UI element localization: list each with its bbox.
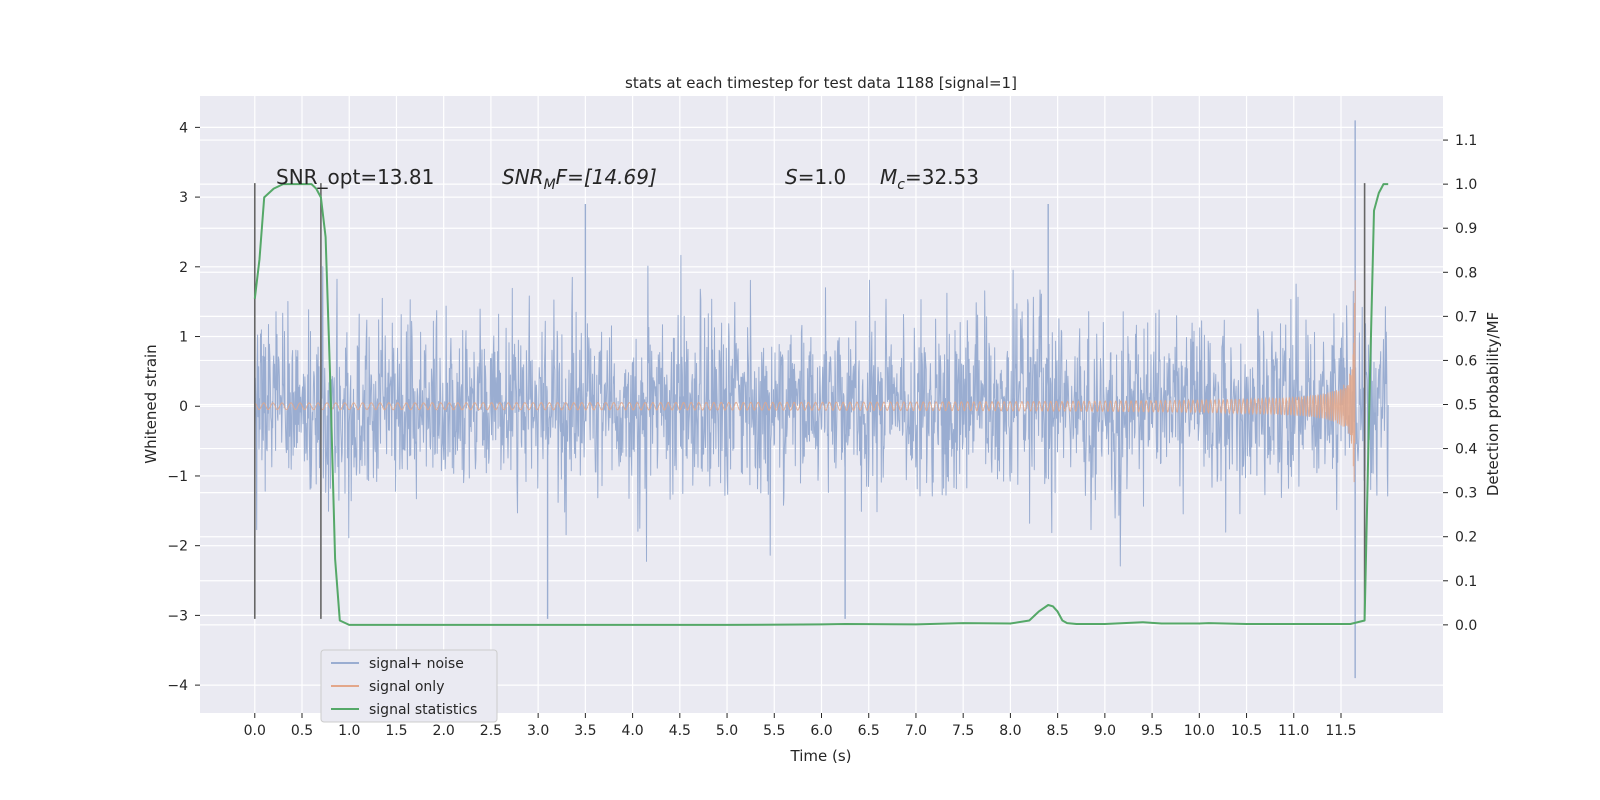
y2-tick-labels: 1.1 1.0 0.9 0.8 0.7 0.6 0.5 0.4 0.3 0.2 0.1 0.0 <box>1443 133 1477 634</box>
x-tick-label: 1.5 <box>385 723 407 739</box>
s-value: =1.0 <box>798 165 847 189</box>
x-tick-label: 0.5 <box>291 723 313 739</box>
y2-tick-label: 0.4 <box>1455 442 1477 458</box>
y2-tick-label: 0.6 <box>1455 353 1477 369</box>
y-tick-label: 0 <box>179 399 188 415</box>
chart-title: stats at each timestep for test data 118… <box>625 74 1017 92</box>
y-tick-label: 4 <box>179 120 188 136</box>
s-variable: S <box>785 165 798 189</box>
statistics-line <box>253 183 1389 626</box>
y-tick-label: −2 <box>167 539 188 555</box>
snr-mf-rest: F=[14.69] <box>556 165 657 189</box>
y-axis-label: Whitened strain <box>142 344 160 463</box>
x-tick-label: 9.5 <box>1141 723 1163 739</box>
y2-tick-label: 0.0 <box>1455 618 1477 634</box>
x-tick-label: 1.0 <box>338 723 360 739</box>
y-gridlines <box>200 126 1443 686</box>
legend-noise-label: signal+ noise <box>369 656 464 672</box>
noise-line <box>254 254 1389 567</box>
vertical-markers <box>253 183 1366 619</box>
y-tick-label: −1 <box>167 469 188 485</box>
y-tick-label: 3 <box>179 190 188 206</box>
x-tick-label: 9.0 <box>1094 723 1116 739</box>
y2-tick-label: 0.2 <box>1455 530 1477 546</box>
x-tick-label: 4.0 <box>621 723 643 739</box>
y2-tick-label: 1.1 <box>1455 133 1477 149</box>
x-tick-label: 4.5 <box>669 723 691 739</box>
mc-annotation: Mc=32.53 <box>880 165 979 193</box>
signal-only-series <box>254 280 1356 483</box>
x-tick-label: 5.0 <box>716 723 738 739</box>
y2-tick-label: 0.9 <box>1455 221 1477 237</box>
x-tick-label: 2.0 <box>433 723 455 739</box>
y2-tick-label: 0.1 <box>1455 574 1477 590</box>
signal-statistics-series <box>253 183 1389 626</box>
y-tick-labels: 4 3 2 1 0 −1 −2 −3 −4 <box>167 120 200 694</box>
x-tick-label: 8.5 <box>1046 723 1068 739</box>
x-tick-label: 3.0 <box>527 723 549 739</box>
x-tick-labels: 0.0 0.5 1.0 1.5 2.0 2.5 3.0 3.5 4.0 4.5 5.0 5.5 6.0 6… <box>244 713 1357 739</box>
x-tick-label: 2.5 <box>480 723 502 739</box>
signal-line <box>254 280 1356 483</box>
x-tick-label: 11.0 <box>1278 723 1309 739</box>
snr-mf-annotation: SNRMF=[14.69] <box>502 165 657 193</box>
x-tick-label: 7.5 <box>952 723 974 739</box>
x-tick-label: 5.5 <box>763 723 785 739</box>
mc-variable: M <box>880 165 897 189</box>
legend-stats-label: signal statistics <box>369 702 477 718</box>
y2-tick-label: 0.7 <box>1455 309 1477 325</box>
y-tick-label: 1 <box>179 330 188 346</box>
y-tick-label: −3 <box>167 608 188 624</box>
x-tick-label: 6.0 <box>810 723 832 739</box>
x-tick-label: 0.0 <box>244 723 266 739</box>
y2-tick-label: 1.0 <box>1455 177 1477 193</box>
y-tick-label: 2 <box>179 260 188 276</box>
s-annotation: S=1.0 <box>785 165 846 189</box>
legend-box <box>320 649 498 723</box>
y2-tick-label: 0.5 <box>1455 398 1477 414</box>
y-tick-label: −4 <box>167 678 188 694</box>
mc-value: =32.53 <box>905 165 979 189</box>
snr-opt-annotation: SNR_opt=13.81 <box>276 165 434 189</box>
mc-subscript: c <box>897 177 905 193</box>
y2-tick-label: 0.3 <box>1455 486 1477 502</box>
legend-signal-label: signal only <box>369 679 444 695</box>
snr-mf-base: SNR <box>502 165 544 189</box>
x-axis-label: Time (s) <box>790 747 852 765</box>
y2-tick-label: 0.8 <box>1455 265 1477 281</box>
x-tick-label: 3.5 <box>574 723 596 739</box>
y2-axis-label: Detection probability/MF <box>1484 312 1502 496</box>
x-tick-label: 10.0 <box>1184 723 1215 739</box>
x-tick-label: 6.5 <box>858 723 880 739</box>
x-tick-label: 7.0 <box>905 723 927 739</box>
snr-mf-sub: M <box>544 177 556 193</box>
x-tick-label: 11.5 <box>1325 723 1356 739</box>
x-tick-label: 10.5 <box>1231 723 1262 739</box>
x-tick-label: 8.0 <box>999 723 1021 739</box>
legend: signal+ noise signal only signal statist… <box>320 649 498 723</box>
